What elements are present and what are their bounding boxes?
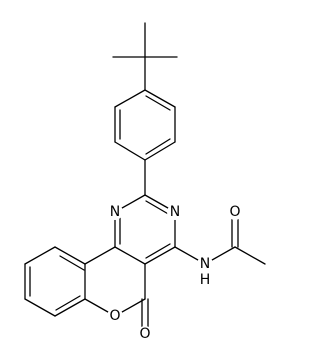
atom-label: O [229,204,240,220]
molecule-diagram: N N N H O O O [24,22,266,342]
bonds [24,22,266,335]
atom-hydrogen: H [200,272,211,288]
atom-label: N [170,204,180,220]
atom-label: N [200,256,210,272]
atom-label: O [139,326,150,342]
atom-label: N [110,204,120,220]
atom-labels: N N N H O O O [109,204,240,342]
atom-label: O [109,308,120,324]
atom-masks [107,204,243,342]
